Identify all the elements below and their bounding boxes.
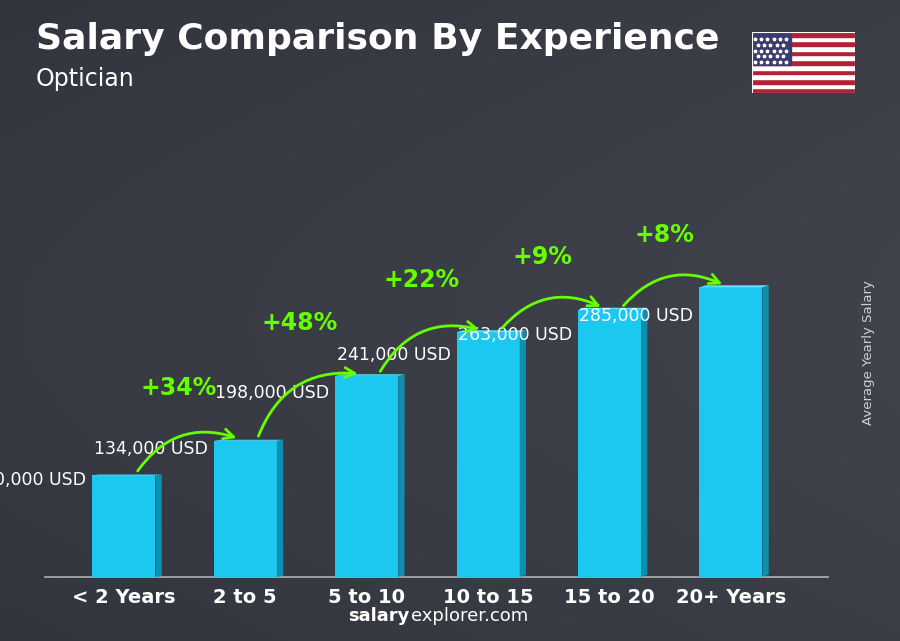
- Text: 241,000 USD: 241,000 USD: [337, 346, 451, 364]
- Polygon shape: [399, 374, 405, 577]
- Bar: [752, 42, 855, 46]
- Text: explorer.com: explorer.com: [411, 607, 528, 625]
- Bar: [752, 79, 855, 83]
- Polygon shape: [156, 474, 162, 577]
- Bar: [752, 32, 855, 37]
- Bar: [752, 69, 855, 74]
- Bar: [752, 88, 855, 93]
- Text: +8%: +8%: [634, 223, 694, 247]
- Text: +22%: +22%: [383, 267, 459, 292]
- Polygon shape: [213, 440, 284, 441]
- Text: 100,000 USD: 100,000 USD: [0, 470, 86, 488]
- Text: 134,000 USD: 134,000 USD: [94, 440, 208, 458]
- Bar: [752, 74, 855, 79]
- Polygon shape: [762, 285, 769, 577]
- Text: Optician: Optician: [36, 67, 135, 91]
- Polygon shape: [93, 474, 162, 476]
- Text: 285,000 USD: 285,000 USD: [580, 307, 693, 325]
- Polygon shape: [519, 330, 526, 577]
- Text: 198,000 USD: 198,000 USD: [215, 384, 329, 402]
- Polygon shape: [277, 440, 284, 577]
- Polygon shape: [641, 308, 647, 577]
- Polygon shape: [335, 374, 405, 376]
- Bar: [752, 46, 855, 51]
- Text: 263,000 USD: 263,000 USD: [458, 326, 572, 344]
- Polygon shape: [699, 285, 769, 287]
- Bar: [752, 56, 855, 60]
- Text: salary: salary: [348, 607, 410, 625]
- Bar: [752, 32, 791, 65]
- Text: +34%: +34%: [140, 376, 217, 400]
- Bar: [752, 60, 855, 65]
- Polygon shape: [335, 376, 399, 577]
- Polygon shape: [456, 330, 526, 332]
- Text: Salary Comparison By Experience: Salary Comparison By Experience: [36, 22, 719, 56]
- Polygon shape: [578, 308, 647, 310]
- Polygon shape: [456, 332, 519, 577]
- Polygon shape: [213, 441, 277, 577]
- Text: +9%: +9%: [513, 246, 572, 269]
- Polygon shape: [699, 287, 762, 577]
- Bar: [752, 83, 855, 88]
- Bar: [752, 37, 855, 42]
- Text: Average Yearly Salary: Average Yearly Salary: [862, 280, 875, 425]
- Bar: [752, 51, 855, 56]
- Polygon shape: [93, 476, 156, 577]
- Polygon shape: [578, 310, 641, 577]
- Text: +48%: +48%: [262, 312, 338, 335]
- Bar: [752, 65, 855, 69]
